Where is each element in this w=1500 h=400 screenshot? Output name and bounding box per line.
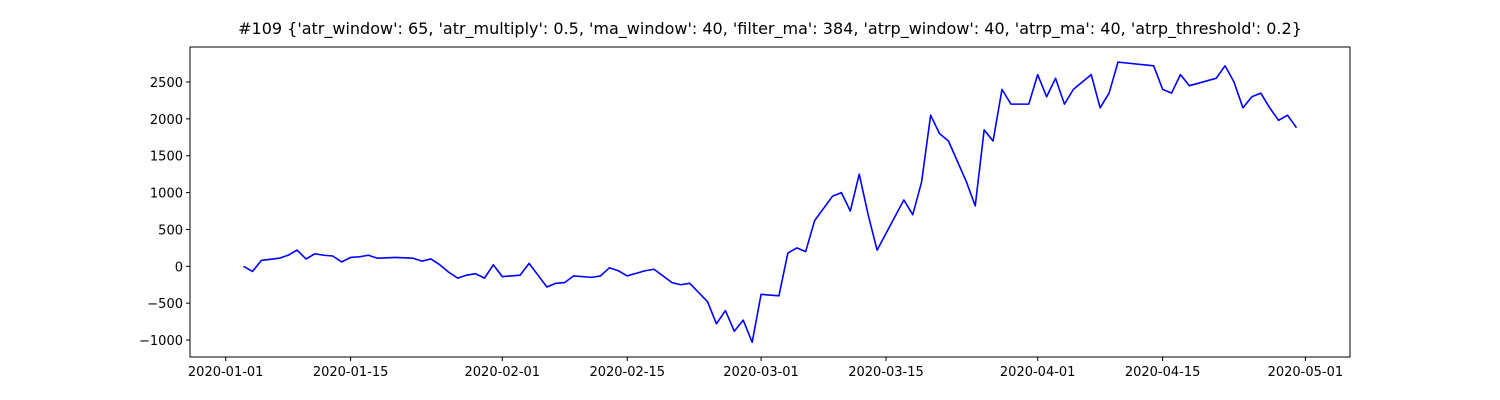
y-tick-label: 2500 (150, 76, 183, 91)
x-tick-label: 2020-01-15 (313, 365, 389, 380)
y-tick-label: 2000 (150, 113, 183, 128)
y-tick-label: 1000 (150, 187, 183, 202)
line (243, 61, 1298, 344)
x-tick-label: 2020-02-15 (589, 365, 665, 380)
x-tick-label: 2020-03-01 (723, 365, 799, 380)
y-tick-label: 0 (175, 260, 183, 275)
y-tick-label: 1500 (150, 150, 183, 165)
plot-frame (189, 46, 1351, 358)
y-tick-label: 500 (158, 223, 183, 238)
y-tick-label: −1000 (139, 334, 183, 349)
y-tick-label: −500 (147, 297, 183, 312)
x-tick-label: 2020-01-01 (188, 365, 264, 380)
x-tick-label: 2020-05-01 (1268, 365, 1344, 380)
x-tick-label: 2020-03-15 (848, 365, 924, 380)
x-tick-label: 2020-04-15 (1125, 365, 1201, 380)
x-tick-label: 2020-02-01 (465, 365, 541, 380)
x-tick-label: 2020-04-01 (1000, 365, 1076, 380)
chart-title: #109 {'atr_window': 65, 'atr_multiply': … (238, 19, 1302, 39)
